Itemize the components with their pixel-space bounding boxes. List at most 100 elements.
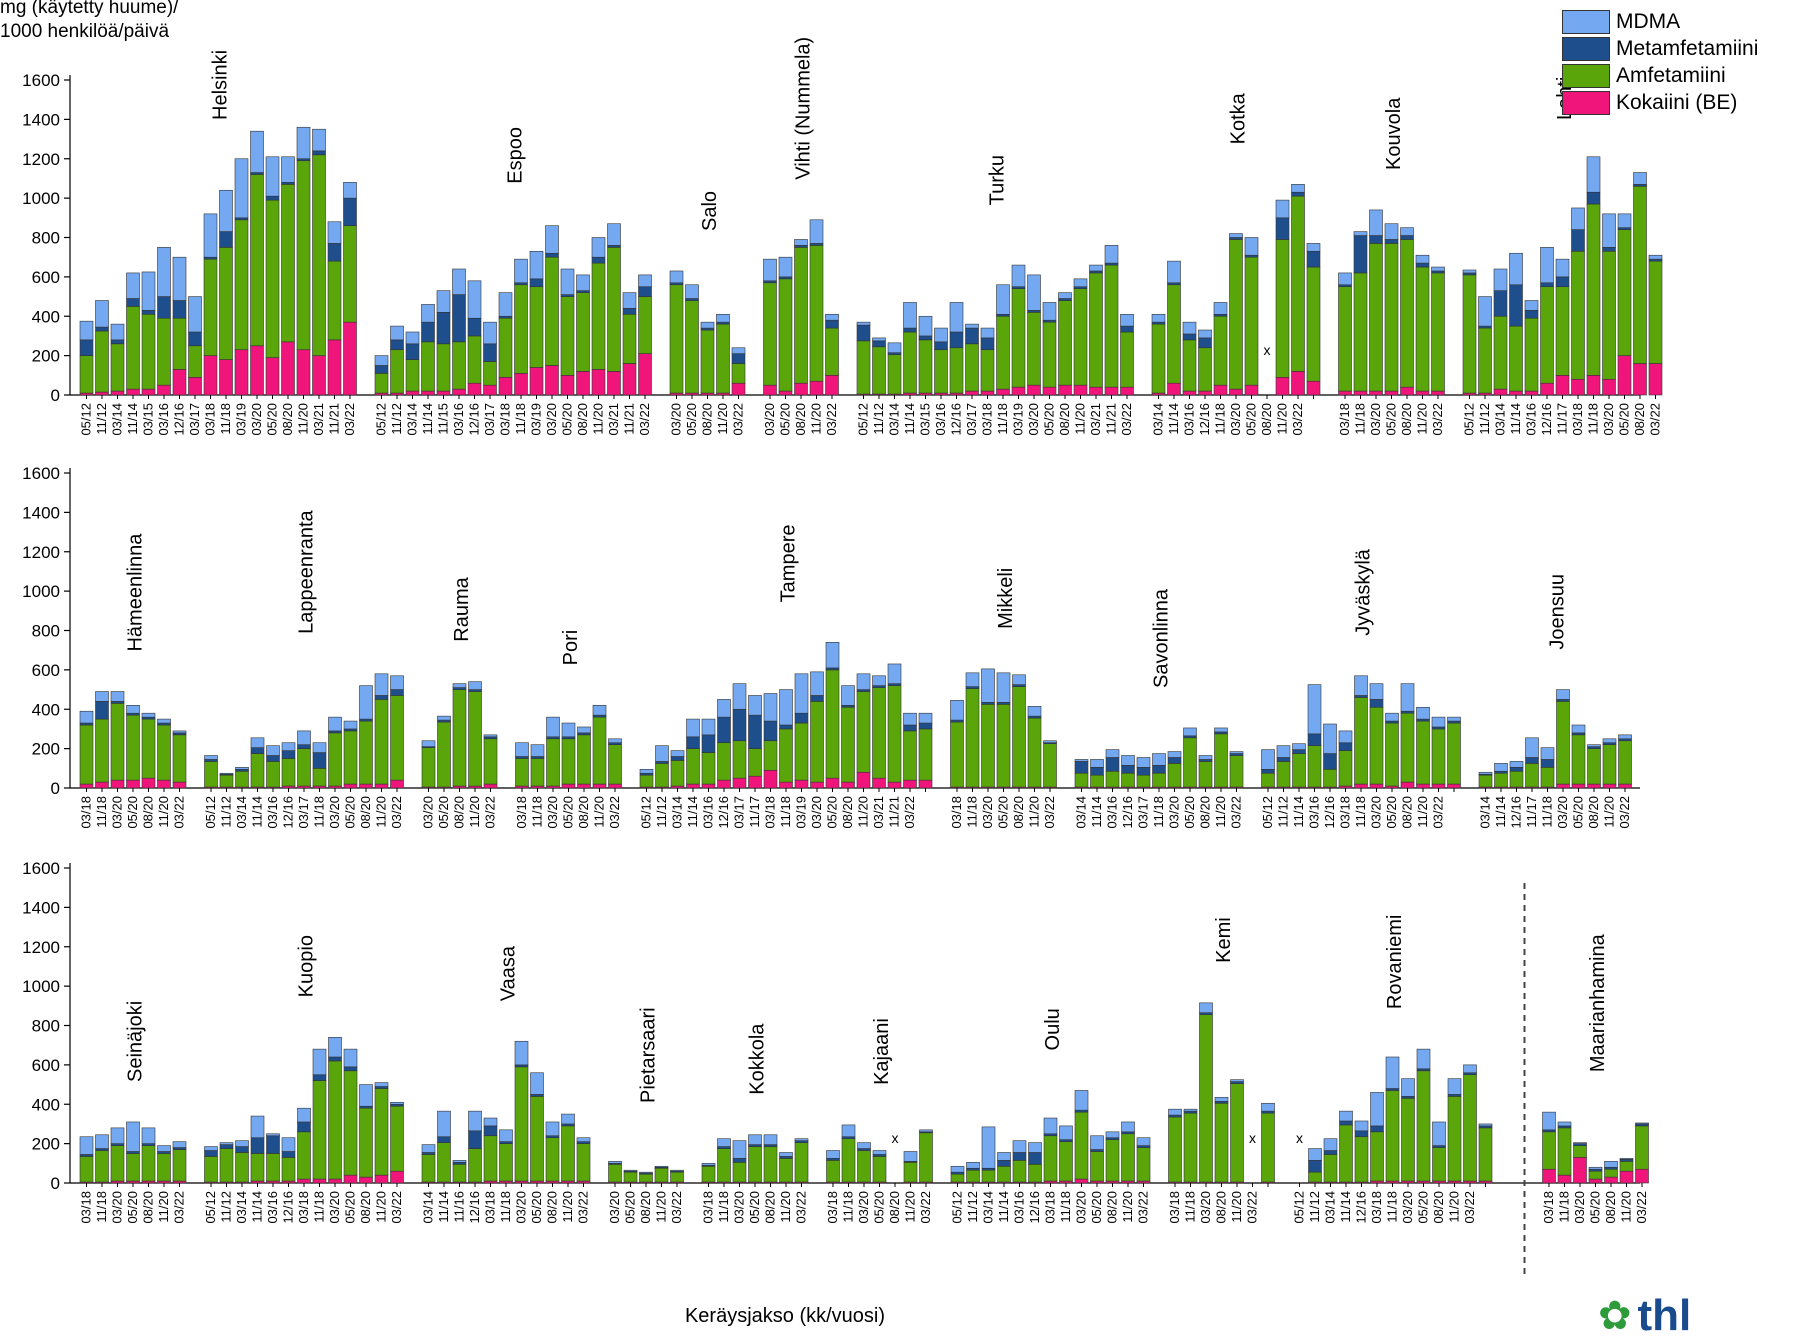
bar-segment-mdma (281, 1137, 296, 1152)
bar-segment-mdma (638, 274, 652, 288)
y-tick-label: 1200 (22, 150, 60, 169)
city-label-rovaniemi: Rovaniemi (1384, 915, 1406, 1009)
x-tick-label: 03/20 (545, 796, 560, 829)
bar-segment-metamfetamiini (235, 1146, 249, 1153)
bar-segment-mdma (110, 691, 125, 702)
bar-segment-kokaiini-be- (141, 777, 156, 789)
bar-segment-amfetamiini (498, 317, 513, 378)
bar-segment-metamfetamiini (670, 756, 685, 761)
bar-segment-amfetamiini (1617, 229, 1632, 356)
bar-segment-mdma (763, 1134, 778, 1145)
x-tick-label: 03/22 (637, 403, 652, 436)
bar-segment-amfetamiini (1338, 286, 1352, 392)
x-tick-label: 03/18 (1043, 1191, 1058, 1224)
bar-segment-mdma (1338, 272, 1352, 286)
bar-segment-amfetamiini (732, 740, 747, 779)
city-label-tampere: Tampere (777, 525, 799, 603)
bar-segment-kokaiini-be- (297, 1178, 311, 1184)
bar-segment-amfetamiini (825, 327, 839, 376)
bar-segment-metamfetamiini (686, 736, 700, 749)
x-tick-label: 08/20 (840, 796, 855, 829)
x-tick-label: 03/14 (1151, 403, 1166, 436)
x-tick-label: 05/12 (374, 403, 389, 436)
bar-segment-amfetamiini (172, 1149, 187, 1182)
x-tick-label: 03/22 (1648, 403, 1663, 436)
bar-segment-mdma (79, 710, 94, 724)
bar-segment-mdma (716, 313, 730, 323)
bar-segment-mdma (529, 250, 544, 280)
legend-swatch-amfetamiini (1562, 63, 1610, 88)
x-tick-label: 08/20 (452, 796, 467, 829)
bar-segment-mdma (1168, 1108, 1182, 1116)
bar-segment-metamfetamiini (265, 195, 280, 201)
bar-segment-metamfetamiini (343, 1066, 358, 1072)
bar-segment-amfetamiini (1557, 1127, 1572, 1176)
y-tick-label: 1200 (22, 938, 60, 957)
x-tick-label: 08/20 (575, 403, 590, 436)
bar-segment-amfetamiini (1353, 272, 1368, 392)
bar-segment-mdma (219, 1142, 234, 1145)
bar-segment-mdma (1104, 245, 1119, 264)
x-tick-label: 11/12 (1477, 403, 1492, 435)
thl-logo: ✿ thl (1598, 1294, 1691, 1338)
city-label-salo: Salo (699, 191, 721, 231)
bar-segment-mdma (934, 327, 948, 343)
bar-segment-amfetamiini (1385, 722, 1399, 787)
bar-segment-mdma (872, 1150, 887, 1155)
bar-segment-kokaiini-be- (1635, 1168, 1649, 1184)
bar-segment-amfetamiini (1074, 772, 1089, 788)
bar-segment-amfetamiini (608, 1163, 622, 1183)
bar-segment-metamfetamiini (825, 319, 839, 329)
y-axis-label-line-1: mg (käytetty huume)/ (0, 0, 179, 18)
x-tick-label: 11/20 (592, 796, 607, 828)
bar-segment-metamfetamiini (903, 327, 917, 333)
bar-segment-metamfetamiini (1369, 699, 1384, 708)
bar-segment-amfetamiini (297, 748, 311, 787)
bar-segment-metamfetamiini (1525, 757, 1539, 764)
bar-segment-kokaiini-be- (1291, 371, 1305, 396)
bar-segment-amfetamiini (1542, 1131, 1556, 1170)
bar-segment-kokaiini-be- (498, 376, 513, 396)
bar-segment-amfetamiini (1229, 239, 1243, 390)
bar-segment-amfetamiini (981, 1169, 996, 1183)
bar-segment-mdma (126, 272, 140, 299)
x-tick-label: 11/14 (250, 1191, 265, 1223)
y-tick-label: 1400 (22, 110, 60, 129)
bar-segment-mdma (608, 738, 622, 744)
x-tick-label: 05/12 (203, 796, 218, 829)
x-tick-label: 11/20 (591, 403, 606, 435)
bar-segment-kokaiini-be- (701, 783, 716, 789)
x-tick-label: 03/20 (249, 403, 264, 436)
bar-segment-mdma (265, 156, 280, 197)
bar-segment-mdma (297, 1107, 311, 1123)
bar-segment-amfetamiini (1369, 706, 1384, 785)
bar-segment-mdma (1555, 258, 1570, 278)
bar-segment-kokaiini-be- (1182, 390, 1197, 396)
bar-segment-mdma (498, 292, 513, 317)
bar-segment-amfetamiini (1478, 774, 1493, 788)
x-tick-label: 03/18 (1338, 796, 1353, 829)
bar-segment-amfetamiini (670, 1171, 684, 1183)
bar-segment-amfetamiini (1275, 239, 1290, 378)
bar-segment-mdma (1602, 738, 1617, 744)
legend-item-amfetamiini: Amfetamiini (1562, 62, 1758, 89)
x-tick-label: 11/14 (420, 403, 435, 435)
bar-segment-amfetamiini (1136, 774, 1151, 788)
x-tick-label: 03/20 (980, 796, 995, 829)
bar-segment-mdma (1012, 1140, 1027, 1153)
x-tick-label: 03/15 (141, 403, 156, 436)
bar-segment-amfetamiini (934, 349, 948, 394)
bar-segment-mdma (950, 700, 964, 721)
bar-segment-mdma (312, 1048, 327, 1076)
bar-segment-mdma (1524, 300, 1539, 311)
bar-segment-kokaiini-be- (95, 391, 109, 396)
bar-segment-metamfetamiini (312, 1074, 327, 1081)
bar-segment-mdma (499, 1129, 513, 1142)
bar-segment-mdma (1183, 1108, 1198, 1112)
bar-segment-mdma (1401, 1078, 1415, 1097)
city-label-kajaani: Kajaani (871, 1018, 893, 1085)
bar-segment-amfetamiini (1400, 712, 1415, 783)
x-tick-label: 11/17 (1524, 796, 1539, 828)
legend-swatch-kokaiini (1562, 90, 1610, 115)
bar-segment-amfetamiini (250, 174, 264, 347)
